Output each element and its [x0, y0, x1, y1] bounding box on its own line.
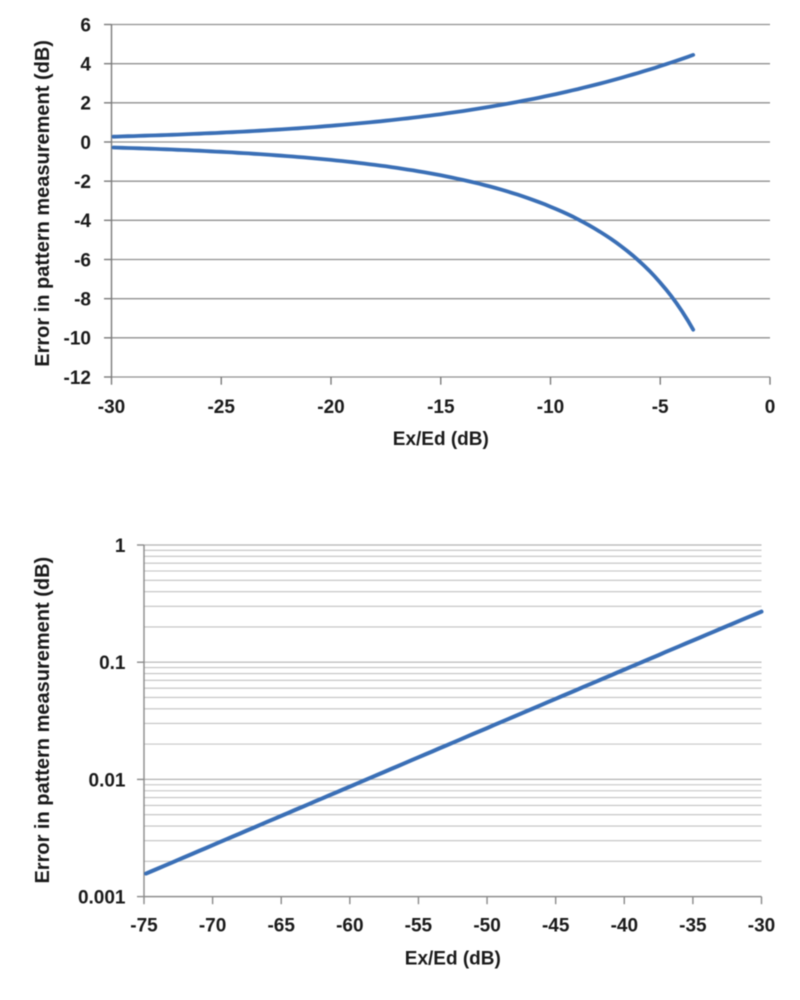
svg-text:-15: -15 [427, 397, 455, 418]
svg-text:-4: -4 [74, 211, 91, 232]
svg-text:0.001: 0.001 [78, 888, 126, 909]
svg-text:-50: -50 [473, 916, 500, 937]
svg-text:-8: -8 [74, 290, 91, 311]
svg-text:Error in pattern measurement (: Error in pattern measurement (dB) [32, 40, 54, 367]
svg-text:-12: -12 [64, 368, 91, 389]
svg-text:-6: -6 [74, 250, 91, 271]
svg-text:-30: -30 [748, 916, 775, 937]
svg-text:-55: -55 [405, 916, 433, 937]
svg-text:-45: -45 [542, 916, 570, 937]
svg-text:1: 1 [115, 536, 126, 557]
svg-text:6: 6 [80, 15, 91, 36]
svg-text:-75: -75 [130, 916, 158, 937]
svg-text:-10: -10 [537, 397, 564, 418]
svg-text:2: 2 [80, 94, 91, 115]
svg-text:4: 4 [80, 55, 91, 76]
svg-text:Ex/Ed (dB): Ex/Ed (dB) [405, 949, 501, 970]
svg-text:-65: -65 [267, 916, 295, 937]
svg-text:-60: -60 [336, 916, 363, 937]
svg-text:-2: -2 [74, 172, 91, 193]
svg-text:-30: -30 [98, 397, 125, 418]
svg-text:-35: -35 [679, 916, 707, 937]
svg-text:-5: -5 [652, 397, 669, 418]
svg-text:0.01: 0.01 [89, 770, 126, 791]
svg-text:0.1: 0.1 [99, 653, 126, 674]
svg-text:-70: -70 [199, 916, 226, 937]
svg-text:-20: -20 [317, 397, 344, 418]
svg-text:0: 0 [765, 397, 776, 418]
svg-text:-10: -10 [64, 329, 91, 350]
svg-text:-40: -40 [611, 916, 638, 937]
svg-text:Error in pattern measurement (: Error in pattern measurement (dB) [32, 557, 54, 884]
svg-text:-25: -25 [207, 397, 235, 418]
svg-text:0: 0 [80, 133, 91, 154]
svg-text:Ex/Ed (dB): Ex/Ed (dB) [393, 429, 489, 450]
